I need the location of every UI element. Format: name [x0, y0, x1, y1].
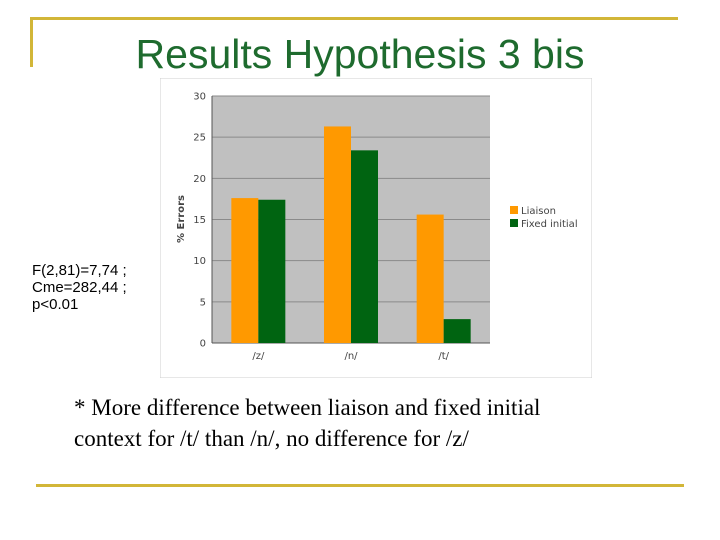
top-decorative-rule — [30, 17, 678, 20]
legend-swatch — [510, 219, 518, 227]
x-tick-label: /t/ — [438, 351, 449, 362]
slide-title: Results Hypothesis 3 bis — [135, 31, 585, 77]
bottom-decorative-rule — [36, 484, 684, 487]
x-tick-label: /z/ — [252, 351, 265, 362]
y-tick-label: 20 — [193, 174, 206, 185]
stat-line-p: p<0.01 — [32, 296, 79, 313]
conclusion-note: * More difference between liaison and fi… — [74, 392, 704, 454]
y-tick-label: 15 — [193, 215, 206, 226]
y-tick-label: 25 — [193, 133, 206, 144]
y-tick-label: 10 — [193, 256, 206, 267]
bar-chart: 0 5 10 15 20 25 30 /z/ /n/ /t/ % Errors Liaison F… — [160, 78, 592, 378]
y-axis-label: % Errors — [176, 195, 187, 243]
y-tick-label: 0 — [200, 339, 206, 350]
bar — [416, 214, 444, 343]
x-tick-label: /n/ — [344, 351, 358, 362]
bars — [231, 126, 471, 343]
chart-legend: Liaison Fixed initial — [510, 206, 578, 230]
legend-label: Fixed initial — [521, 219, 578, 230]
y-tick-label: 5 — [200, 297, 206, 308]
x-axis-categories: /z/ /n/ /t/ — [252, 351, 449, 362]
bar — [443, 319, 471, 343]
stat-line-f: F(2,81)=7,74 ; — [32, 262, 127, 279]
y-axis-ticks: 0 5 10 15 20 25 30 — [193, 92, 206, 350]
legend-label: Liaison — [521, 206, 556, 217]
note-line-2: context for /t/ than /n/, no difference … — [74, 426, 469, 451]
y-tick-label: 30 — [193, 92, 206, 103]
bar — [258, 199, 286, 343]
legend-swatch — [510, 206, 518, 214]
bar — [324, 126, 351, 343]
statistics-block: F(2,81)=7,74 ; Cme=282,44 ; p<0.01 — [32, 262, 162, 313]
bar — [351, 150, 378, 343]
note-line-1: * More difference between liaison and fi… — [74, 395, 541, 420]
left-decorative-rule — [30, 17, 33, 67]
bar — [231, 198, 259, 343]
stat-line-cme: Cme=282,44 ; — [32, 279, 127, 296]
